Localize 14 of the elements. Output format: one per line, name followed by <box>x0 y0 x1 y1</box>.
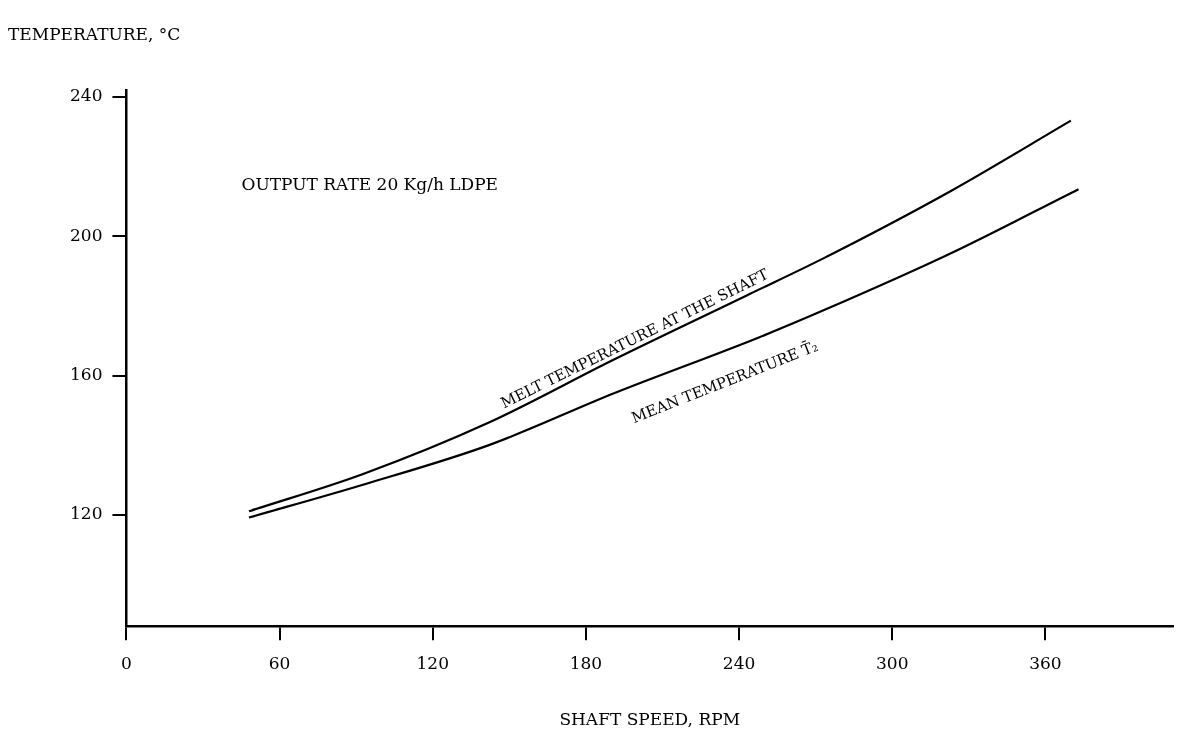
x-tick-label: 0 <box>121 652 132 673</box>
x-tick-label: 360 <box>1029 652 1062 673</box>
x-tick-label: 300 <box>875 652 909 673</box>
x-tick-label: 120 <box>416 652 449 673</box>
x-tick-label: 240 <box>722 652 756 673</box>
x-axis-title: SHAFT SPEED, RPM <box>559 709 741 730</box>
annotation: OUTPUT RATE 20 Kg/h LDPE <box>241 174 499 194</box>
y-tick-label: 240 <box>69 85 103 106</box>
x-tick-label: 180 <box>569 652 603 673</box>
y-tick-label: 200 <box>69 224 103 245</box>
y-axis-title: TEMPERATURE, °C <box>8 24 181 44</box>
y-tick-label: 120 <box>69 503 103 524</box>
x-tick-label: 60 <box>268 652 291 673</box>
y-tick-label: 160 <box>69 363 103 384</box>
